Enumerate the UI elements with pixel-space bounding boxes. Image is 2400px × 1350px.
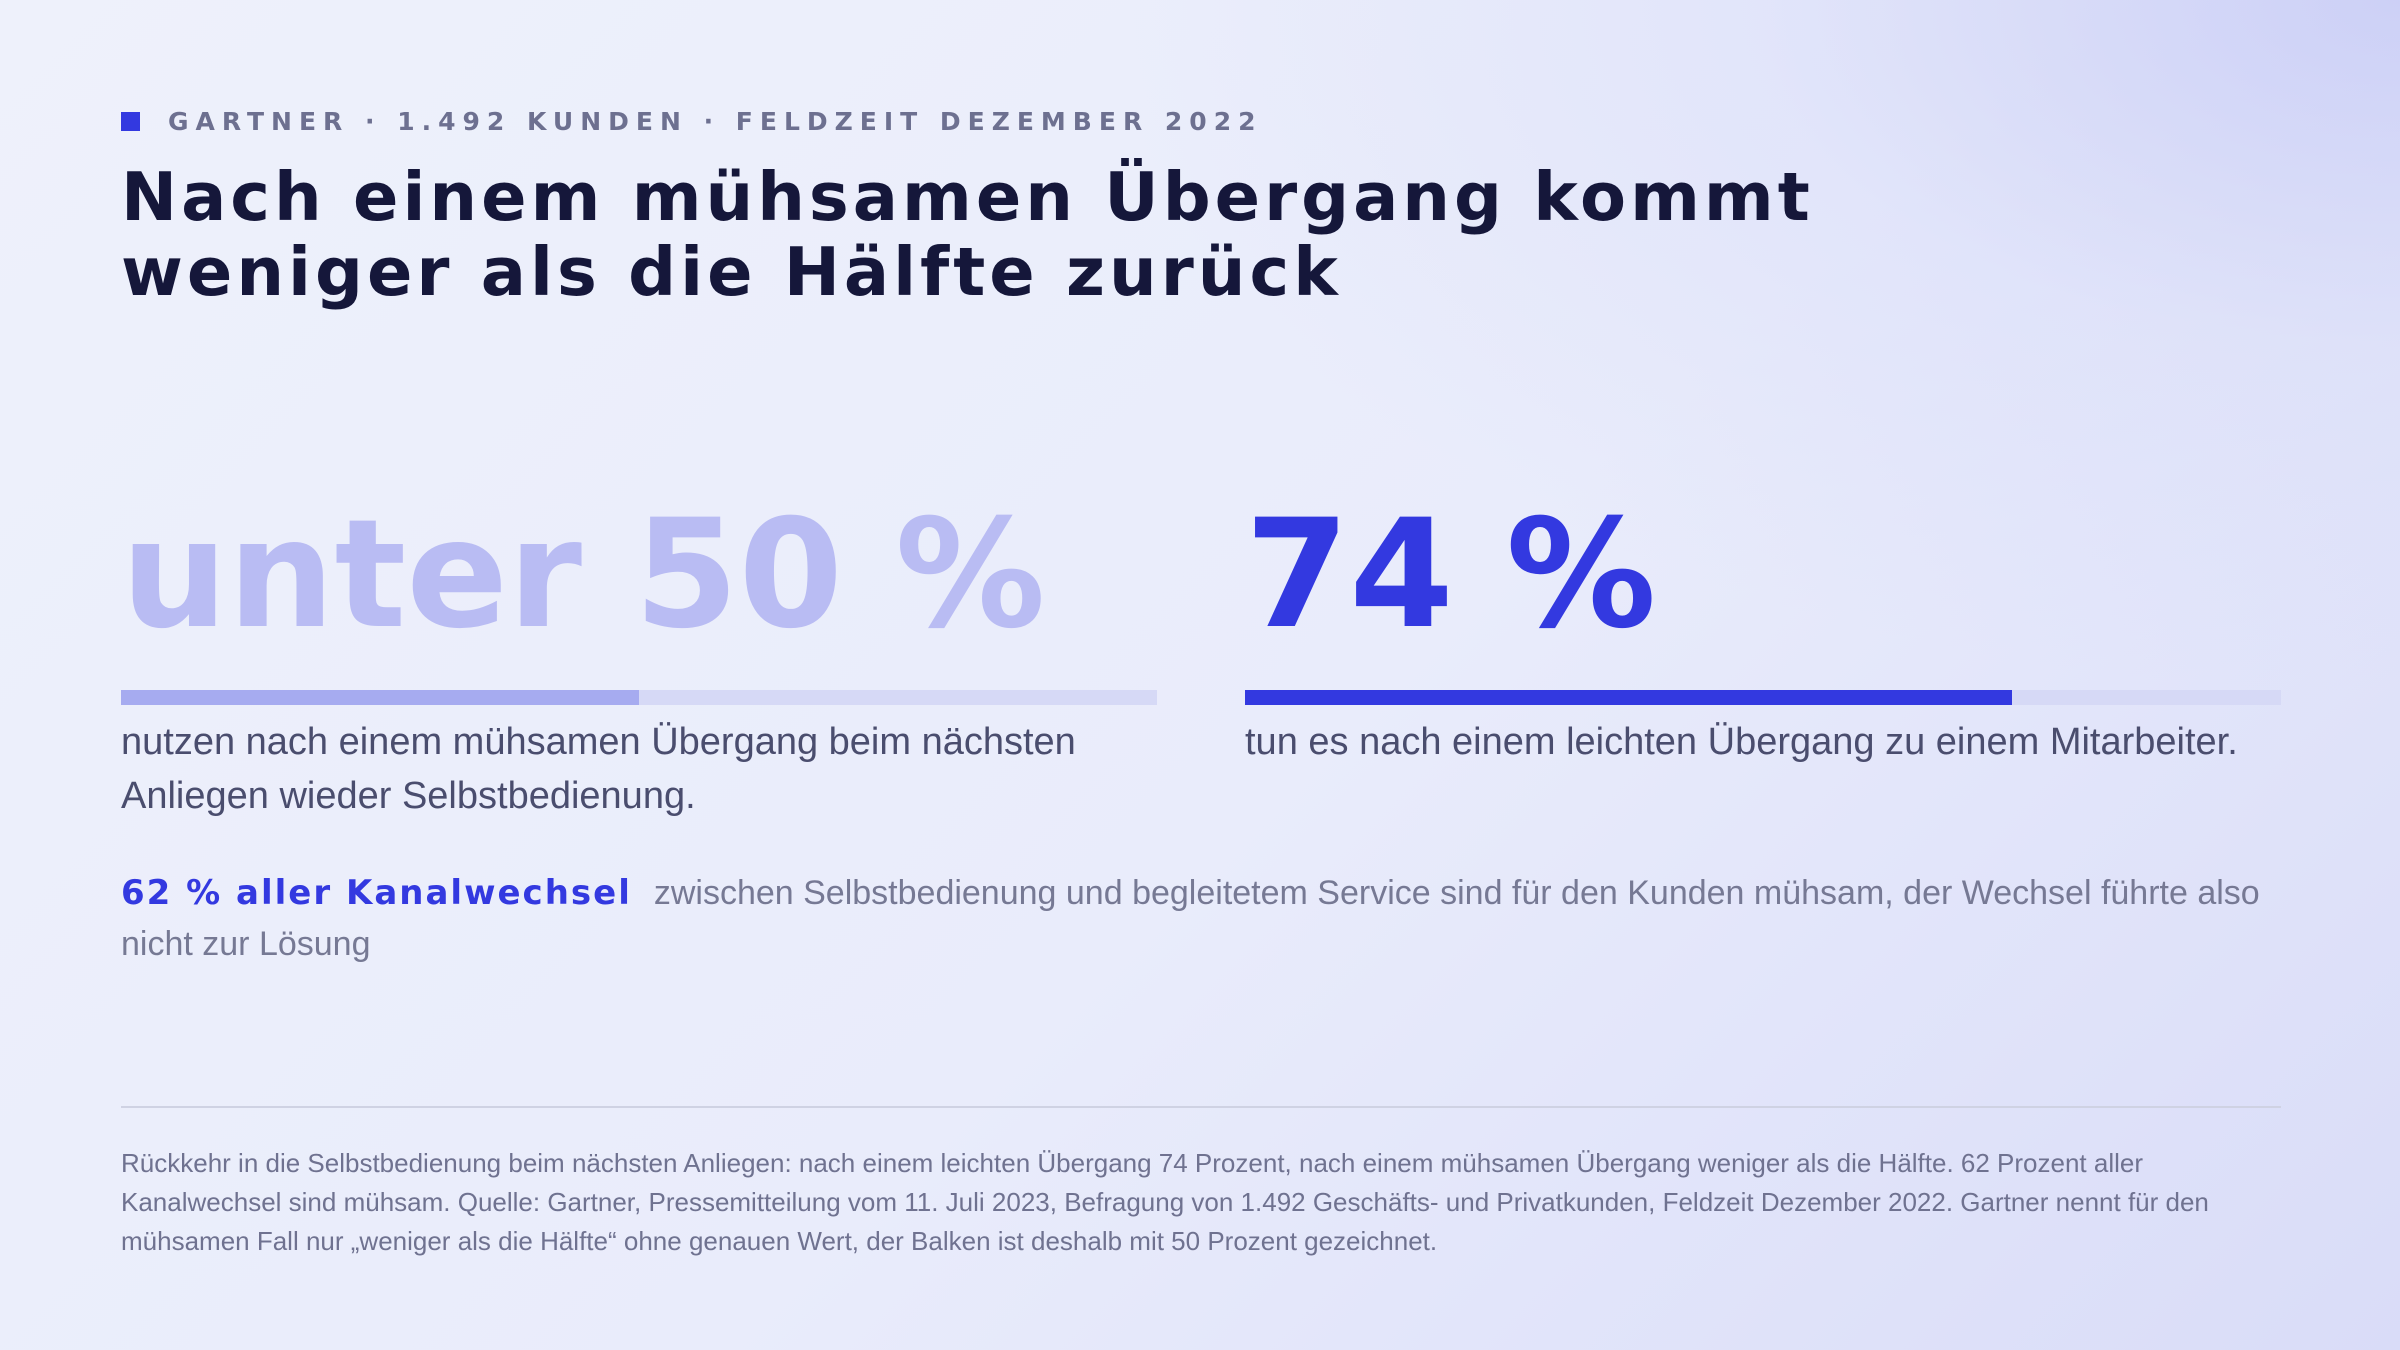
page-title: Nach einem mühsamen Übergang kommt wenig… bbox=[121, 160, 2021, 310]
stat-block-arduous: unter 50 % nutzen nach einem mühsamen Üb… bbox=[121, 500, 1157, 823]
note-emphasis: 62 % aller Kanalwechsel bbox=[121, 873, 632, 913]
note-text: zwischen Selbstbedienung und begleitetem… bbox=[121, 874, 2260, 963]
stat-value-label: 74 % bbox=[1245, 488, 1657, 662]
stat-block-easy: 74 % tun es nach einem leichten Übergang… bbox=[1245, 500, 2281, 769]
title-line-1: Nach einem mühsamen Übergang kommt bbox=[121, 158, 1814, 236]
bar-arduous bbox=[121, 690, 639, 705]
source-footnote: Rückkehr in die Selbstbedienung beim näc… bbox=[121, 1148, 2209, 1256]
stat-value-label: unter 50 % bbox=[121, 488, 1046, 662]
eyebrow-text: GARTNER · 1.492 KUNDEN · FELDZEIT DEZEMB… bbox=[168, 106, 1263, 136]
channel-switch-note: 62 % aller Kanalwechsel zwischen Selbstbe… bbox=[121, 868, 2291, 970]
bar-track bbox=[1245, 690, 2281, 705]
stat-description: nutzen nach einem mühsamen Übergang beim… bbox=[121, 721, 1076, 817]
bar-track bbox=[121, 690, 1157, 705]
eyebrow-square-icon bbox=[121, 111, 140, 131]
eyebrow: GARTNER · 1.492 KUNDEN · FELDZEIT DEZEMB… bbox=[121, 106, 1262, 136]
title-line-2: weniger als die Hälfte zurück bbox=[121, 233, 1342, 311]
bar-easy bbox=[1245, 690, 2012, 705]
divider bbox=[121, 1106, 2281, 1108]
stat-description: tun es nach einem leichten Übergang zu e… bbox=[1245, 721, 2238, 763]
